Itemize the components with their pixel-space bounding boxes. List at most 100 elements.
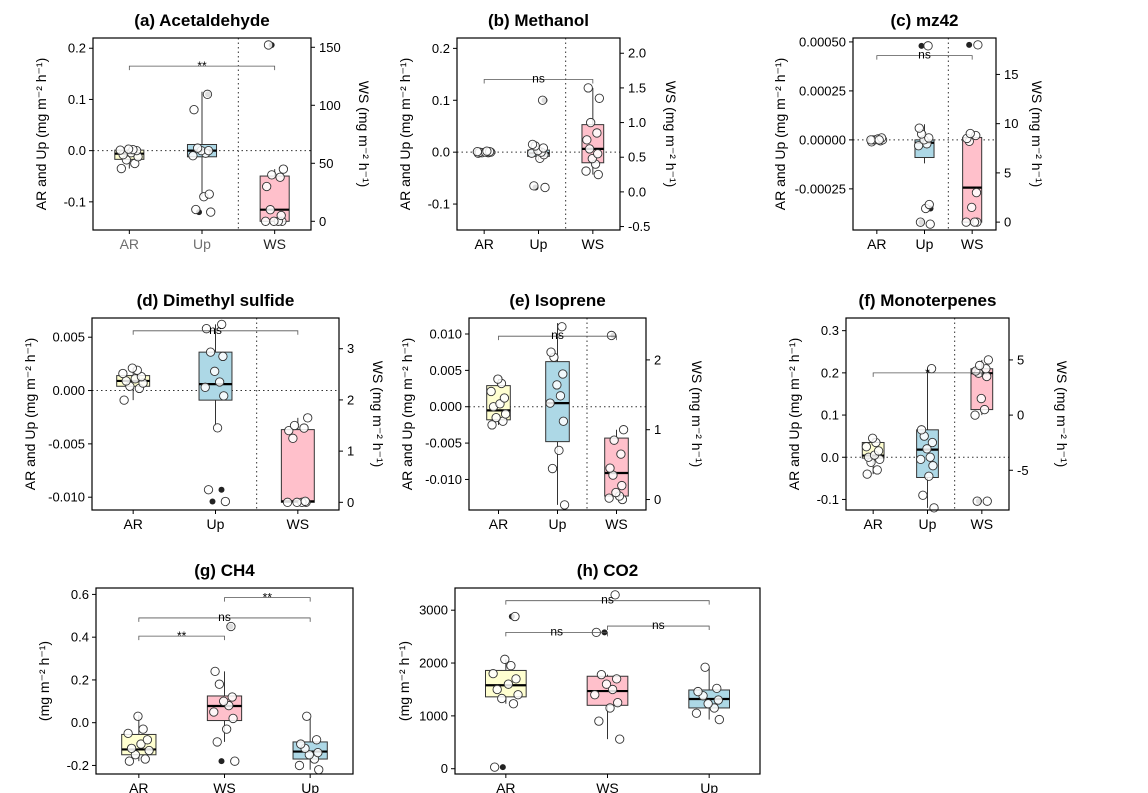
data-point <box>712 683 722 694</box>
y-tick-label: 0.0 <box>68 143 86 158</box>
y-tick-label: 0 <box>441 761 448 776</box>
y-tick-label: 0.000 <box>52 383 85 398</box>
data-point <box>590 690 600 700</box>
y-axis-label: AR and Up (mg m⁻² h⁻¹) <box>399 338 415 490</box>
significance-bracket <box>138 617 311 622</box>
data-point <box>983 355 994 365</box>
data-point <box>220 496 231 507</box>
y-axis-label: AR and Up (mg m⁻² h⁻¹) <box>772 58 788 210</box>
data-point <box>873 446 884 456</box>
y-tick-label: -0.010 <box>48 490 85 505</box>
data-point <box>925 452 935 462</box>
x-tick-label: WS <box>971 516 994 532</box>
y2-tick-label: 10 <box>1004 116 1018 131</box>
data-point <box>204 189 214 199</box>
data-point <box>606 330 617 341</box>
data-point <box>581 166 591 176</box>
data-point <box>928 461 938 471</box>
data-point <box>605 703 615 713</box>
data-point <box>142 735 153 745</box>
significance-bracket <box>483 79 594 84</box>
significance-bracket <box>872 372 983 377</box>
data-point <box>610 590 620 600</box>
y-tick-label: 0.0 <box>821 450 839 465</box>
x-tick-label: AR <box>489 516 508 532</box>
y-tick-label: -0.00025 <box>795 181 846 196</box>
x-tick-label: Up <box>916 236 934 252</box>
data-point <box>965 128 975 139</box>
panel-a: (a) Acetaldehyde -0.1 0.0 0.1 0.2 AR and Up (… <box>33 11 372 252</box>
outlier-point <box>966 41 973 48</box>
data-point <box>136 372 147 382</box>
data-point <box>217 319 227 330</box>
data-point <box>136 739 146 749</box>
panel-h: (h) CO2 0 1000 2000 3000 (mg m⁻² h⁻¹) ns ns ns AR… <box>396 561 761 793</box>
data-point <box>212 737 222 747</box>
significance-label: ns <box>551 328 564 342</box>
data-point <box>138 724 148 734</box>
data-point <box>300 496 310 506</box>
data-point <box>555 391 566 401</box>
data-point <box>203 145 214 156</box>
data-point <box>119 395 129 405</box>
y2-tick-label: 15 <box>1004 67 1018 82</box>
y-tick-label: -0.005 <box>425 436 462 451</box>
outlier-point <box>918 42 925 49</box>
data-point <box>302 711 312 721</box>
data-point <box>972 496 982 506</box>
x-tick-label: Up <box>530 236 548 252</box>
data-point <box>594 716 604 726</box>
significance-bracket <box>876 55 973 60</box>
data-point <box>557 322 567 332</box>
data-point <box>609 435 619 445</box>
data-point <box>262 181 272 192</box>
data-point <box>492 684 502 695</box>
x-tick-label: WS <box>605 516 628 532</box>
data-point <box>230 756 240 766</box>
data-point <box>558 416 569 426</box>
x-tick-label: WS <box>287 516 310 532</box>
data-point <box>596 670 607 680</box>
data-point <box>206 207 216 217</box>
data-point <box>209 707 219 717</box>
x-tick-label: AR <box>123 516 142 532</box>
x-tick-label: Up <box>919 516 937 532</box>
panel-d: (d) Dimethyl sulfide -0.010 -0.005 0.000 0.0… <box>22 291 386 532</box>
data-point <box>203 485 214 495</box>
data-point <box>582 135 592 145</box>
y2-axis-label: WS (mg m⁻² h⁻¹) <box>1054 361 1070 468</box>
significance-bracket <box>132 330 299 335</box>
data-point <box>140 754 150 764</box>
data-point <box>969 217 980 227</box>
data-point <box>866 135 876 145</box>
data-point <box>482 146 492 156</box>
y2-tick-label: 1 <box>347 444 354 459</box>
data-point <box>924 133 934 143</box>
data-point <box>552 380 562 390</box>
data-point <box>189 105 199 115</box>
x-tick-label: Up <box>207 516 225 532</box>
data-point <box>915 217 926 227</box>
significance-bracket <box>138 635 225 641</box>
data-point <box>210 666 220 677</box>
data-point <box>918 490 928 500</box>
data-point <box>558 369 568 379</box>
significance-label: ns <box>550 624 563 638</box>
data-point <box>713 695 723 705</box>
data-point <box>124 756 135 766</box>
y-tick-label: 0.2 <box>432 41 450 56</box>
y2-axis-label: WS (mg m⁻² h⁻¹) <box>356 81 372 188</box>
data-point <box>982 371 992 382</box>
data-point <box>214 679 225 689</box>
data-point <box>269 216 279 226</box>
y-tick-label: 0.0 <box>71 715 89 730</box>
data-point <box>191 204 201 215</box>
y2-tick-label: -0.5 <box>628 219 650 234</box>
data-point <box>265 205 275 215</box>
x-tick-label: WS <box>582 236 605 252</box>
data-point <box>961 217 971 227</box>
y-tick-label: 0.2 <box>821 365 839 380</box>
x-tick-label: WS <box>213 780 236 793</box>
data-point <box>127 363 137 373</box>
data-point <box>601 679 612 689</box>
